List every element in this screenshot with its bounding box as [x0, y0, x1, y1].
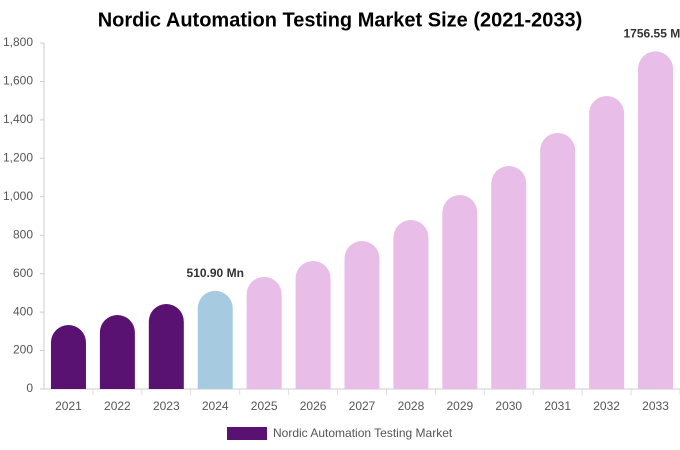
y-tick-label: 1,600 [3, 74, 33, 88]
bar [491, 166, 527, 389]
chart-title: Nordic Automation Testing Market Size (2… [98, 9, 583, 31]
x-tick-label: 2026 [300, 399, 327, 413]
x-tick-label: 2032 [593, 399, 620, 413]
bar [246, 276, 282, 389]
y-tick-label: 1,200 [3, 151, 33, 165]
y-tick-label: 1,800 [3, 35, 33, 49]
bar [295, 260, 331, 389]
x-tick-label: 2021 [55, 399, 82, 413]
x-tick-label: 2027 [349, 399, 376, 413]
bar [442, 195, 478, 389]
x-tick-label: 2022 [104, 399, 131, 413]
x-tick-label: 2023 [153, 399, 180, 413]
x-tick-label: 2029 [446, 399, 473, 413]
legend-swatch [227, 427, 267, 440]
y-tick-label: 1,000 [3, 189, 33, 203]
bar [344, 240, 380, 389]
y-tick-label: 0 [26, 381, 33, 395]
y-tick-label: 200 [13, 343, 33, 357]
bar [638, 51, 674, 390]
y-tick-label: 800 [13, 227, 33, 241]
value-label: 1756.55 Mn [624, 27, 680, 41]
bar [589, 96, 625, 389]
bar [50, 324, 86, 389]
y-tick-label: 600 [13, 266, 33, 280]
x-tick-label: 2024 [202, 399, 229, 413]
bar [197, 290, 233, 389]
x-tick-label: 2031 [544, 399, 571, 413]
value-label: 510.90 Mn [187, 266, 244, 280]
y-tick-label: 1,400 [3, 112, 33, 126]
x-tick-label: 2030 [495, 399, 522, 413]
y-tick-label: 400 [13, 304, 33, 318]
legend-label: Nordic Automation Testing Market [273, 426, 453, 440]
x-tick-label: 2033 [642, 399, 669, 413]
bar [99, 314, 135, 389]
bar [148, 304, 184, 389]
bar [393, 220, 429, 389]
x-tick-label: 2025 [251, 399, 278, 413]
bar [540, 132, 576, 389]
x-tick-label: 2028 [398, 399, 425, 413]
